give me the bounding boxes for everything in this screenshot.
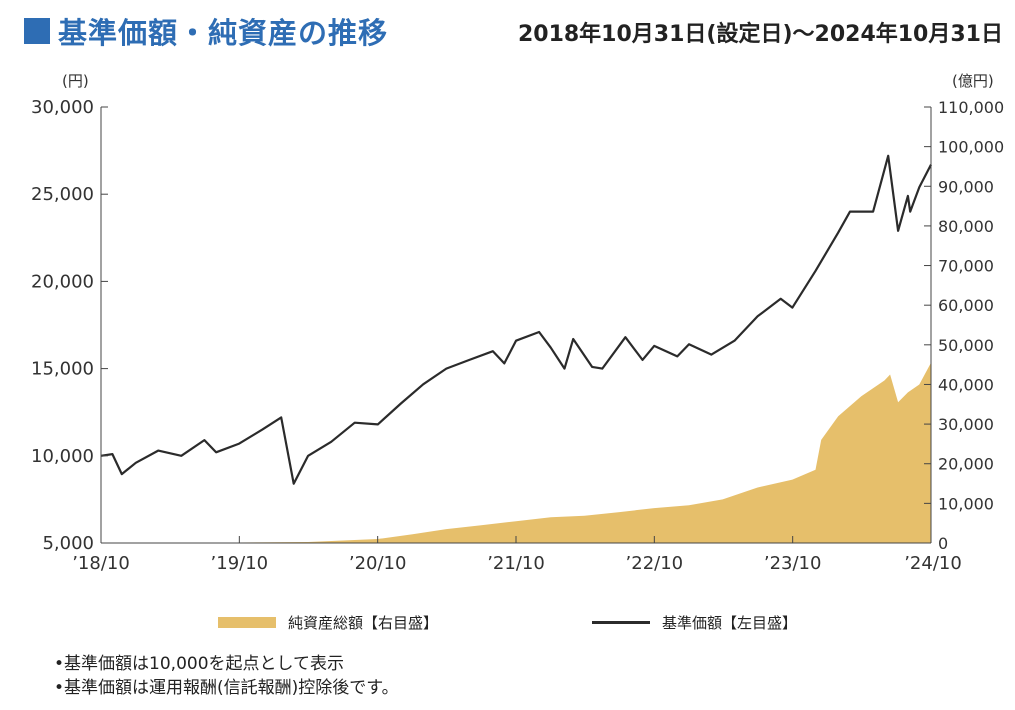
right-tick-label: 30,000 [938, 415, 994, 434]
legend-line-label: 基準価額【左目盛】 [662, 614, 798, 632]
right-tick-label: 60,000 [938, 296, 994, 315]
left-tick-label: 10,000 [31, 446, 94, 467]
title-text: 基準価額・純資産の推移 [58, 16, 389, 50]
right-tick-label: 70,000 [938, 257, 994, 276]
left-tick-label: 15,000 [31, 359, 94, 380]
legend-area-swatch [218, 617, 276, 628]
footnote-2: •基準価額は運用報酬(信託報酬)控除後です。 [54, 678, 399, 698]
legend-area-label: 純資産総額【右目盛】 [288, 614, 439, 632]
x-tick-label: ’23/10 [764, 553, 822, 574]
footnotes: •基準価額は10,000を起点として表示 •基準価額は運用報酬(信託報酬)控除後… [54, 652, 399, 700]
asset-area-series [101, 362, 931, 543]
x-tick-label: ’22/10 [626, 553, 684, 574]
right-tick-label: 80,000 [938, 217, 994, 236]
x-tick-label: ’18/10 [72, 553, 130, 574]
x-tick-label: ’19/10 [211, 553, 269, 574]
left-axis-unit: (円) [62, 72, 89, 90]
footnote-1: •基準価額は10,000を起点として表示 [54, 654, 345, 674]
right-tick-label: 110,000 [938, 98, 1004, 117]
nav-line-series [100, 154, 932, 485]
period-label: 2018年10月31日(設定日)～2024年10月31日 [517, 22, 1003, 47]
right-tick-label: 20,000 [938, 455, 994, 474]
right-tick-label: 100,000 [938, 138, 1004, 157]
x-tick-label: ’20/10 [349, 553, 407, 574]
legend-asset-area: 純資産総額【右目盛】 [218, 612, 438, 633]
right-axis-unit: (億円) [952, 72, 994, 90]
title-square-marker [24, 18, 50, 44]
left-tick-label: 20,000 [31, 271, 94, 292]
left-tick-label: 5,000 [42, 533, 94, 554]
right-tick-label: 40,000 [938, 375, 994, 394]
right-tick-label: 50,000 [938, 336, 994, 355]
chart-title: 基準価額・純資産の推移 [24, 10, 388, 52]
right-tick-label: 0 [938, 534, 948, 553]
x-tick-label: ’24/10 [904, 553, 962, 574]
right-tick-label: 90,000 [938, 177, 994, 196]
right-tick-label: 10,000 [938, 494, 994, 513]
nav-asset-chart: 5,000 10,000 15,000 20,000 25,000 30,000 0 10,0… [31, 97, 1004, 574]
left-tick-label: 25,000 [31, 184, 94, 205]
left-tick-label: 30,000 [31, 97, 94, 118]
x-tick-label: ’21/10 [487, 553, 545, 574]
legend-line-swatch [592, 621, 650, 624]
legend-nav-line: 基準価額【左目盛】 [592, 612, 797, 633]
